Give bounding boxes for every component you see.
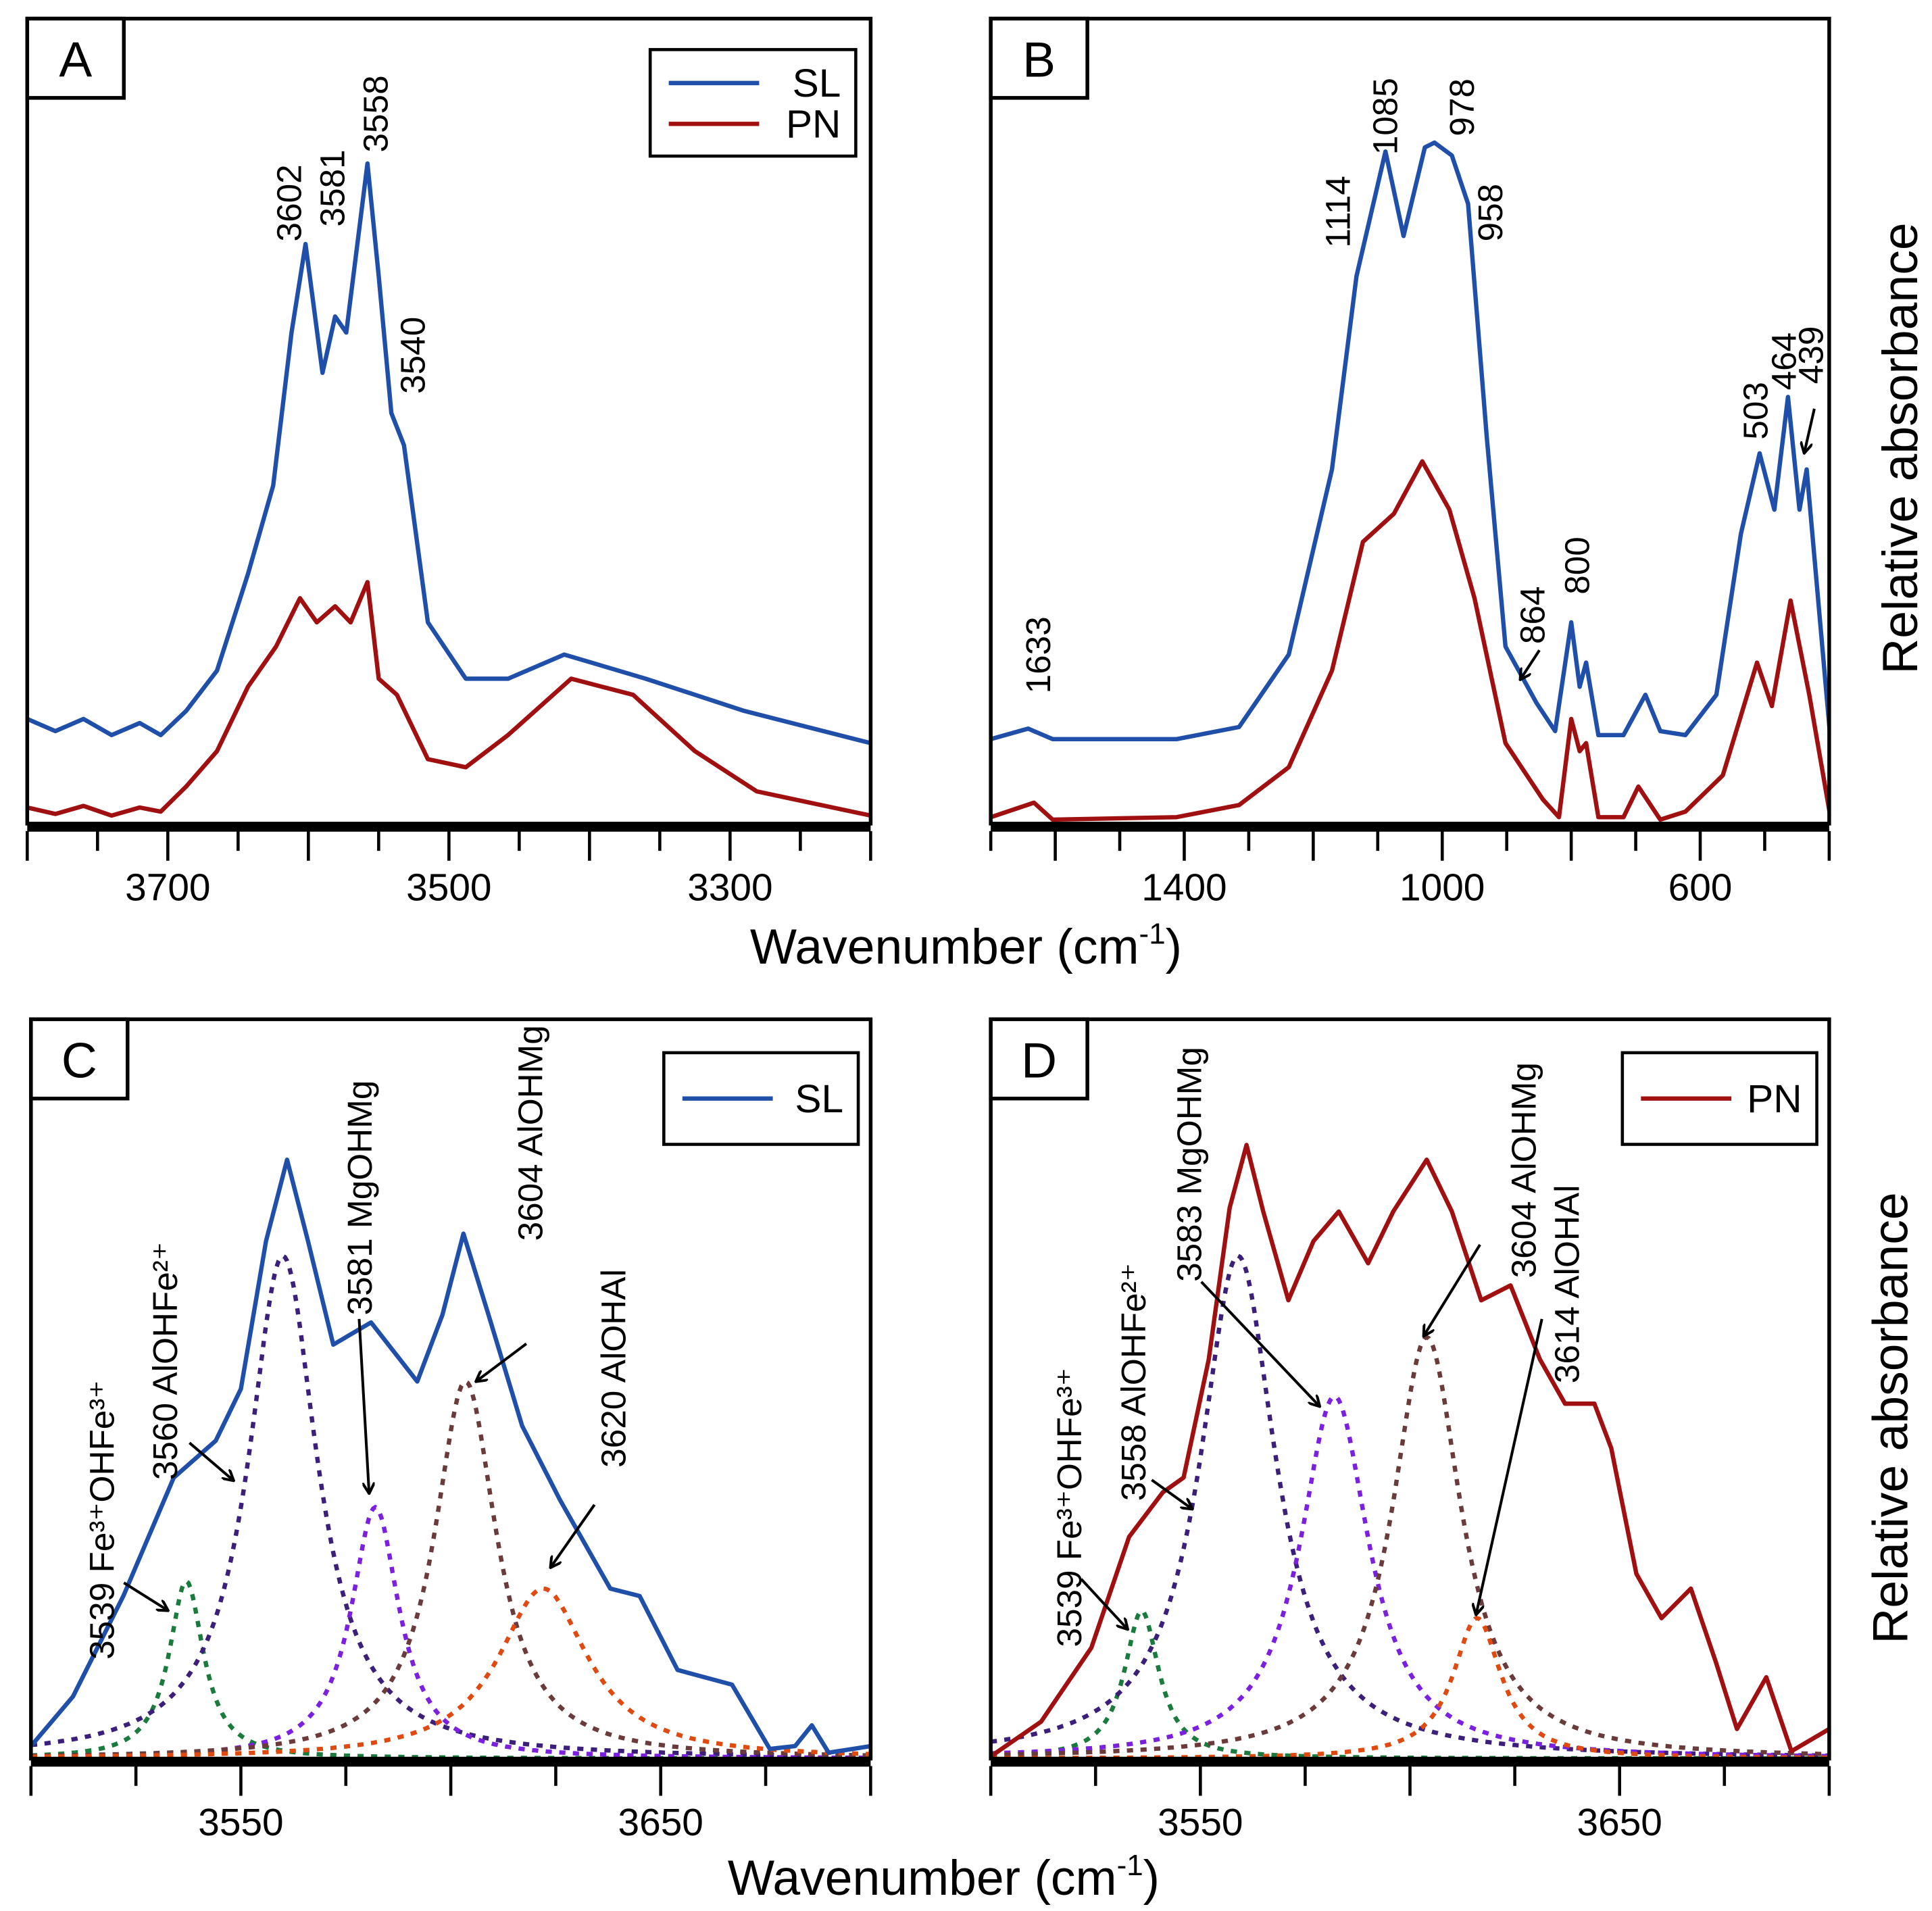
component-curve — [30, 1586, 871, 1759]
peak-annotation: 3558 — [357, 75, 395, 152]
peak-annotation: 958 — [1471, 184, 1510, 242]
peak-annotation: 3539 Fe³⁺OHFe³⁺ — [83, 1381, 122, 1660]
x-tick-label: 3550 — [1158, 1802, 1243, 1844]
panel-letter: D — [1021, 1033, 1057, 1089]
legend: PN — [1620, 1051, 1818, 1146]
annotation-arrow — [1425, 1243, 1481, 1335]
peak-annotation: 978 — [1443, 78, 1481, 136]
annotation-arrow — [357, 1318, 369, 1493]
panel-letter: C — [61, 1033, 97, 1089]
series-line-pn — [27, 580, 871, 818]
annotation-arrow — [1151, 1479, 1191, 1508]
legend-label-pn: PN — [786, 103, 841, 147]
annotation-arrow — [189, 1441, 232, 1480]
peak-annotation: 3558 AlOHFe²⁺ — [1114, 1263, 1153, 1501]
panel-letter: B — [1022, 32, 1056, 88]
x-tick-label: 3650 — [1577, 1802, 1662, 1844]
peak-annotation: 3581 MgOHMg — [341, 1081, 379, 1316]
component-curve — [991, 1335, 1829, 1758]
peak-annotation: 3560 AlOHFe²⁺ — [146, 1242, 184, 1480]
peak-annotation: 3620 AlOHAl — [595, 1269, 633, 1468]
legend: SL — [662, 1051, 860, 1146]
component-curve — [991, 1393, 1829, 1758]
peak-annotation: 3614 AlOHAl — [1548, 1185, 1587, 1383]
panel-letter-box — [25, 16, 126, 100]
x-tick-label: 1400 — [1141, 866, 1227, 909]
peak-annotation: 1114 — [1319, 176, 1358, 248]
peak-annotation: 3604 AlOHMg — [1505, 1062, 1543, 1278]
peak-annotation: 503 — [1736, 382, 1775, 440]
annotation-arrow — [1521, 649, 1541, 678]
panel-c: 3550 3650 C SL 3539 Fe³⁺OHFe³⁺ 3560 AlOHFe²⁺ 3… — [29, 1017, 873, 1844]
peak-annotation: 464 — [1764, 332, 1803, 391]
x-tick-label: 3500 — [406, 866, 491, 909]
peak-annotation: 800 — [1558, 537, 1596, 595]
annotation-arrow — [1804, 408, 1816, 452]
legend-label-sl: SL — [793, 61, 841, 105]
x-tick-label: 3650 — [618, 1802, 703, 1844]
plot-area — [27, 161, 871, 818]
peak-annotation: 3583 MgOHMg — [1170, 1047, 1209, 1282]
annotation-arrow — [1477, 1318, 1543, 1614]
peak-annotation: 1085 — [1366, 78, 1404, 155]
series-line-pn — [991, 1143, 1829, 1758]
x-tick-label: 3300 — [687, 866, 772, 909]
x-axis-title-top: Wavenumber (cm-1) — [750, 918, 1182, 974]
panel-letter-box — [29, 1017, 130, 1101]
annotation-arrow — [551, 1504, 596, 1567]
x-tick-label: 3550 — [198, 1802, 283, 1844]
legend-label-sl: SL — [795, 1077, 843, 1121]
peak-annotation: 3540 — [394, 317, 432, 394]
annotation-arrow — [1200, 1281, 1319, 1406]
legend-box — [648, 48, 858, 158]
component-curve — [30, 1253, 871, 1758]
x-tick-label: 3700 — [125, 866, 210, 909]
legend-label-pn: PN — [1747, 1077, 1802, 1121]
x-axis-title-bottom: Wavenumber (cm-1) — [728, 1849, 1160, 1906]
peak-annotation: 3581 — [313, 149, 351, 226]
component-curve — [991, 1608, 1829, 1759]
panel-d: 3550 3650 D PN 3539 Fe³⁺OHFe³⁺ 3558 AlOHFe²⁺ 3… — [989, 1017, 1831, 1844]
series-line-sl — [991, 140, 1829, 742]
component-curve — [30, 1578, 871, 1759]
annotation-arrow — [477, 1342, 528, 1381]
panel-letter-box — [989, 1017, 1089, 1101]
series-line-sl — [27, 161, 871, 745]
plot-area — [30, 1158, 871, 1759]
peak-annotation: 864 — [1513, 586, 1552, 644]
x-tick-label: 600 — [1668, 866, 1733, 909]
x-tick-label: 1000 — [1400, 866, 1485, 909]
panel-letter-box — [989, 16, 1089, 100]
y-axis-title-top: Relative absorbance — [1873, 222, 1928, 674]
peak-annotation: 3539 Fe³⁺OHFe³⁺ — [1050, 1368, 1089, 1647]
y-axis-title-bottom: Relative absorbance — [1862, 1192, 1918, 1643]
series-line-pn — [991, 459, 1829, 822]
annotation-arrow — [1080, 1578, 1127, 1629]
peak-annotation: 439 — [1792, 326, 1831, 384]
component-curve — [991, 1616, 1829, 1759]
annotation-arrow — [123, 1581, 167, 1610]
peak-annotation: 1633 — [1019, 616, 1058, 693]
series-line-sl — [30, 1158, 871, 1755]
plot-frame — [989, 16, 1831, 826]
peak-annotation: 3602 — [270, 164, 308, 241]
plot-area — [991, 140, 1829, 822]
peak-annotation: 3604 AlOHMg — [512, 1025, 550, 1241]
component-curve — [30, 1504, 871, 1759]
panel-letter: A — [59, 32, 92, 88]
component-curve — [30, 1379, 871, 1758]
